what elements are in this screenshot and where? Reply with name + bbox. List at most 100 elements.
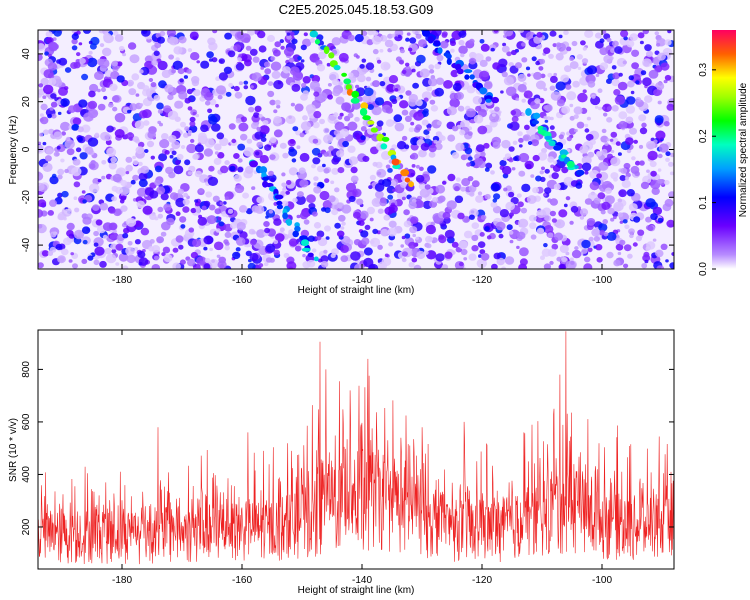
heatmap-cell bbox=[619, 175, 627, 181]
heatmap-cell bbox=[504, 256, 515, 265]
heatmap-cell bbox=[597, 88, 603, 93]
heatmap-cell bbox=[272, 144, 277, 148]
heatmap-cell bbox=[88, 90, 96, 98]
heatmap-cell bbox=[127, 42, 137, 50]
heatmap-cell bbox=[269, 99, 276, 106]
heatmap-cell bbox=[668, 161, 674, 167]
heatmap-cell bbox=[499, 209, 509, 218]
heatmap-cell bbox=[208, 258, 219, 269]
heatmap-cell bbox=[263, 221, 270, 227]
heatmap-cell bbox=[40, 77, 49, 86]
heatmap-cell bbox=[84, 146, 94, 155]
heatmap-cell bbox=[131, 73, 140, 81]
heatmap-cell bbox=[354, 116, 360, 122]
heatmap-cell bbox=[163, 203, 172, 211]
heatmap-cell bbox=[415, 164, 420, 169]
y-tick-label: -40 bbox=[21, 237, 32, 252]
heatmap-cell bbox=[599, 38, 605, 43]
heatmap-feature-cell bbox=[309, 30, 318, 38]
heatmap-cell bbox=[214, 151, 219, 155]
heatmap-cell bbox=[408, 93, 418, 103]
heatmap-cell bbox=[643, 61, 650, 67]
heatmap-cell bbox=[151, 59, 158, 66]
heatmap-cell bbox=[419, 68, 430, 78]
heatmap-cell bbox=[323, 168, 330, 174]
heatmap-cell bbox=[290, 102, 295, 107]
heatmap-cell bbox=[356, 198, 364, 206]
heatmap-cell bbox=[371, 105, 382, 116]
heatmap-cell bbox=[168, 171, 176, 179]
heatmap-cell bbox=[584, 198, 593, 205]
heatmap-cell bbox=[509, 239, 514, 244]
heatmap-cell bbox=[238, 122, 249, 132]
heatmap-cell bbox=[274, 99, 281, 106]
heatmap-cell bbox=[283, 252, 290, 259]
x-tick-label: -100 bbox=[592, 275, 612, 286]
heatmap-cell bbox=[369, 217, 374, 222]
heatmap-cell bbox=[347, 121, 358, 131]
heatmap-cell bbox=[654, 115, 664, 124]
heatmap-cell bbox=[49, 175, 59, 185]
heatmap-cell bbox=[134, 247, 139, 251]
heatmap-cell bbox=[328, 195, 336, 203]
heatmap-cell bbox=[503, 187, 508, 192]
heatmap-cell bbox=[428, 151, 436, 158]
heatmap-feature-cell bbox=[360, 102, 369, 110]
heatmap-cell bbox=[301, 82, 307, 88]
heatmap-cell bbox=[603, 54, 613, 64]
heatmap-cell bbox=[299, 132, 305, 138]
heatmap-cell bbox=[215, 85, 227, 95]
heatmap-cell bbox=[63, 217, 67, 221]
heatmap-cell bbox=[353, 211, 361, 219]
heatmap-cell bbox=[264, 227, 271, 234]
heatmap-cell bbox=[251, 122, 259, 130]
heatmap-cell bbox=[57, 168, 65, 176]
heatmap-cell bbox=[401, 235, 406, 240]
heatmap-cell bbox=[45, 147, 54, 155]
heatmap-cell bbox=[635, 235, 643, 242]
heatmap-cell bbox=[532, 187, 540, 194]
heatmap-cell bbox=[619, 220, 624, 224]
heatmap-feature-cell bbox=[323, 46, 330, 55]
heatmap-cell bbox=[611, 65, 617, 70]
heatmap-cell bbox=[648, 69, 659, 79]
heatmap-cell bbox=[298, 167, 306, 174]
heatmap-cell bbox=[257, 30, 266, 39]
heatmap-cell bbox=[150, 82, 157, 88]
heatmap-cell bbox=[601, 106, 606, 110]
heatmap-cell bbox=[393, 114, 403, 123]
heatmap-cell bbox=[435, 77, 445, 85]
heatmap-cell bbox=[656, 42, 661, 47]
heatmap-cell bbox=[338, 52, 349, 62]
heatmap-cell bbox=[71, 124, 79, 131]
heatmap-cell bbox=[111, 196, 117, 202]
heatmap-cell bbox=[603, 112, 608, 117]
heatmap-cell bbox=[182, 198, 190, 206]
heatmap-cell bbox=[251, 230, 256, 235]
y-tick-label: -20 bbox=[21, 190, 32, 205]
heatmap-cell bbox=[144, 60, 154, 70]
heatmap-feature-cell bbox=[408, 181, 414, 188]
heatmap-cell bbox=[536, 227, 545, 235]
heatmap-cell bbox=[253, 112, 260, 118]
heatmap-cell bbox=[518, 144, 523, 148]
heatmap-cell bbox=[254, 205, 265, 214]
heatmap-cell bbox=[206, 215, 217, 225]
y-tick-label: 800 bbox=[21, 361, 32, 378]
heatmap-cell bbox=[401, 251, 408, 257]
heatmap-cell bbox=[549, 125, 555, 130]
heatmap-cell bbox=[258, 45, 267, 53]
heatmap-cell bbox=[645, 140, 656, 150]
heatmap-cell bbox=[450, 69, 459, 78]
heatmap-cell bbox=[530, 234, 537, 240]
heatmap-cell bbox=[312, 121, 320, 129]
heatmap-cell bbox=[158, 153, 168, 162]
heatmap-cell bbox=[60, 158, 65, 163]
heatmap-cell bbox=[317, 153, 323, 158]
heatmap-cell bbox=[586, 65, 598, 75]
heatmap-cell bbox=[281, 172, 286, 177]
heatmap-cell bbox=[215, 103, 219, 108]
heatmap-cell bbox=[111, 185, 119, 192]
heatmap-cell bbox=[79, 152, 88, 160]
heatmap-cell bbox=[610, 131, 618, 138]
